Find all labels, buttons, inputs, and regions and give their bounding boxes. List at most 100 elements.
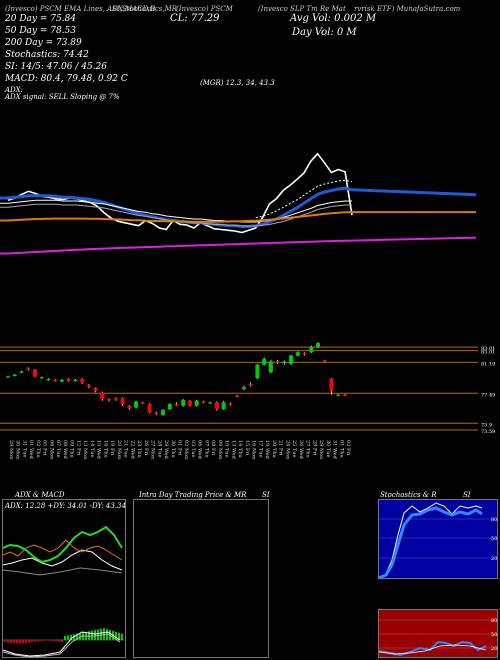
candle-body bbox=[201, 401, 206, 403]
date-tick-label: 16 Thu bbox=[102, 440, 108, 459]
macd-bar bbox=[37, 640, 39, 642]
candle-body bbox=[154, 412, 159, 414]
macd-bar bbox=[25, 640, 27, 644]
macd-line bbox=[2, 631, 121, 657]
macd-bar bbox=[43, 640, 45, 641]
candle-body bbox=[221, 402, 226, 410]
close-label: CL: 77.29 bbox=[170, 13, 220, 24]
candle-body bbox=[336, 394, 341, 397]
candle-body bbox=[6, 376, 10, 378]
adx-label: ADX: bbox=[5, 86, 24, 94]
avg-vol-label: Avg Vol: 0.002 M bbox=[290, 13, 377, 24]
stoch-si: SI bbox=[463, 491, 471, 499]
macd-bar bbox=[76, 633, 78, 640]
candle-body bbox=[228, 403, 233, 405]
date-tick-label: 13 Mon bbox=[82, 440, 88, 460]
macd-bar bbox=[121, 633, 123, 640]
si-tick: 20 bbox=[491, 646, 497, 652]
date-tick-label: 06 Wed bbox=[197, 440, 203, 460]
date-tick-label: 30 Tue bbox=[325, 440, 331, 458]
intraday-si: SI bbox=[262, 491, 270, 499]
macd-bar bbox=[94, 630, 96, 640]
date-tick-label: 08 Fri bbox=[210, 440, 216, 456]
price-level-label: 73.9 bbox=[481, 422, 492, 428]
date-tick-label: 02 Fri bbox=[345, 440, 351, 456]
date-tick-label: 08 Wed bbox=[62, 440, 68, 460]
macd-bar bbox=[67, 635, 69, 640]
candle-body bbox=[134, 401, 139, 408]
date-tick-label: 07 Tue bbox=[55, 440, 61, 458]
adx-line-orange bbox=[2, 539, 123, 561]
si-label: SI: 14/5: 47.06 / 45.26 bbox=[5, 62, 108, 72]
date-tick-label: 01 Wed bbox=[28, 440, 34, 460]
candle-body bbox=[187, 400, 192, 406]
date-tick-label: 16 Mon bbox=[251, 440, 257, 460]
date-tick-label: 20 Mon bbox=[116, 440, 122, 460]
macd-bar bbox=[22, 640, 24, 644]
macd-bar bbox=[49, 640, 51, 641]
candle-body bbox=[262, 358, 267, 365]
date-tick-label: 28 Tue bbox=[156, 440, 162, 458]
macd-bar bbox=[10, 640, 12, 643]
stoch-d-line bbox=[378, 506, 483, 580]
date-tick-label: 13 Wed bbox=[230, 440, 236, 460]
macd-bar bbox=[16, 640, 18, 644]
macd-bar bbox=[91, 630, 93, 640]
candle-body bbox=[309, 347, 314, 353]
date-tick-label: 31 Tue bbox=[21, 440, 27, 458]
date-tick-label: 21 Tue bbox=[123, 440, 129, 458]
date-tick-label: 27 Mon bbox=[150, 440, 156, 460]
candle-body bbox=[194, 400, 199, 406]
date-tick-label: 27 Thu bbox=[305, 440, 311, 459]
macd-bar bbox=[58, 640, 60, 642]
candle-body bbox=[295, 352, 300, 356]
date-tick-label: 19 Fri bbox=[109, 440, 115, 456]
date-tick-label: 01 Fri bbox=[177, 440, 183, 456]
date-tick-label: 09 Thu bbox=[69, 440, 75, 459]
candle-body bbox=[174, 404, 179, 406]
overlay-title-2: SI,Stochastics,MR bbox=[112, 5, 178, 13]
candle-body bbox=[32, 369, 37, 377]
date-tick-label: 30 Mon bbox=[15, 440, 21, 460]
candle-body bbox=[19, 371, 24, 373]
candle-body bbox=[282, 361, 287, 364]
candle-body bbox=[214, 402, 219, 410]
dotted-ema-line bbox=[255, 179, 353, 219]
macd-bar bbox=[61, 640, 63, 643]
date-tick-label: 14 Tue bbox=[89, 440, 95, 458]
date-tick-label: 23 Thu bbox=[136, 440, 142, 459]
date-tick-label: 03 Tue bbox=[190, 440, 196, 458]
date-tick-label: 05 Fri bbox=[42, 440, 48, 456]
candle-body bbox=[73, 379, 78, 382]
candle-body bbox=[322, 360, 327, 362]
date-tick-label: 10 Tue bbox=[224, 440, 230, 458]
date-tick-label: 28 Fri bbox=[311, 440, 317, 456]
price-level-label: 83.01 bbox=[481, 346, 495, 352]
si-line bbox=[378, 640, 487, 657]
candle-body bbox=[120, 398, 125, 405]
macd-bar bbox=[115, 631, 117, 640]
candle-body bbox=[127, 405, 132, 409]
date-tick-label: 17 Tue bbox=[257, 440, 263, 458]
price-level-label: 73.59 bbox=[481, 429, 495, 435]
stoch-tick: 20 bbox=[491, 556, 497, 562]
series-line-4 bbox=[0, 239, 353, 255]
header-ticker: (Invesco) PSCM bbox=[176, 5, 233, 13]
adx-panel-values: ADX: 12.28 +DY: 34.01 -DY: 43.34 bbox=[5, 502, 126, 510]
date-tick-label: 07 Thu bbox=[203, 440, 209, 459]
date-tick-label: 26 Wed bbox=[298, 440, 304, 460]
candle-body bbox=[46, 379, 51, 381]
si-tick: 50 bbox=[491, 632, 497, 638]
intraday-panel bbox=[133, 499, 269, 658]
stoch-k-line bbox=[378, 502, 483, 578]
candle-body bbox=[26, 368, 31, 371]
ma50-label: 50 Day = 78.53 bbox=[5, 26, 77, 36]
price-level-label: 77.49 bbox=[481, 392, 495, 398]
candle-body bbox=[100, 392, 105, 400]
header-source: rvrisk ETF) MunafaSutra.com bbox=[354, 5, 461, 13]
date-tick-label: 29 Mon bbox=[8, 440, 14, 460]
header-name: (Invesco SLP Tm Re Mat bbox=[258, 5, 346, 13]
macd-bar bbox=[118, 632, 120, 640]
candle-body bbox=[181, 399, 186, 406]
